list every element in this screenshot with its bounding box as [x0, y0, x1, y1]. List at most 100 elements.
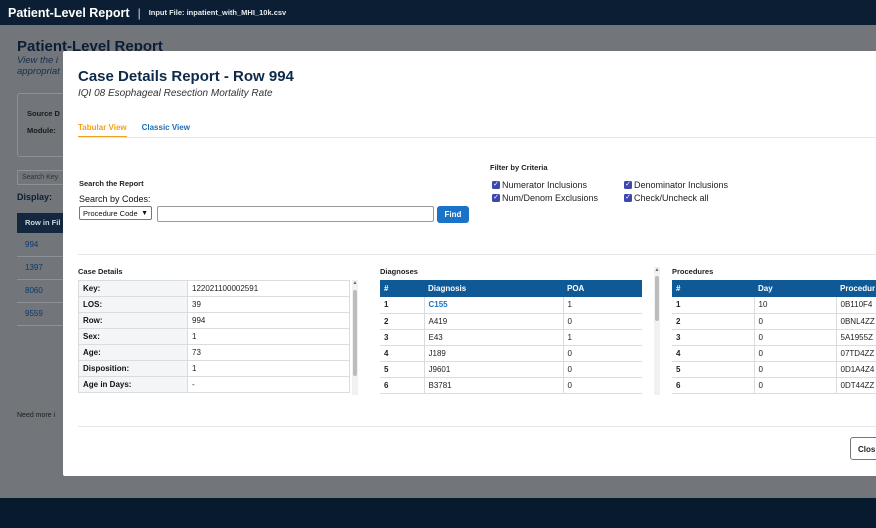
- checkbox-label: Check/Uncheck all: [634, 193, 709, 203]
- procedure-day: 10: [753, 297, 836, 314]
- column-header: Procedur: [836, 280, 876, 297]
- column-header: Diagnosis: [424, 280, 563, 297]
- chevron-down-icon: ▼: [141, 210, 148, 217]
- table-row: 4 J189 0: [380, 345, 642, 362]
- modal-subtitle: IQI 08 Esophageal Resection Mortality Ra…: [78, 88, 273, 99]
- case-details-scrollbar[interactable]: ▲: [352, 280, 358, 395]
- check-uncheck-all-checkbox[interactable]: ✓ Check/Uncheck all: [624, 193, 709, 203]
- case-value: 994: [187, 312, 350, 329]
- table-row: Age: 73: [78, 344, 350, 361]
- procedures-table: # Day Procedur 1 10 0B110F4 2 0 0BNL4ZZ 3 0 5A…: [672, 280, 876, 394]
- poa-value: 0: [562, 313, 642, 330]
- filter-heading: Filter by Criteria: [490, 163, 548, 172]
- poa-value: 1: [562, 329, 642, 346]
- table-row: Age in Days: -: [78, 376, 350, 393]
- checkbox-checked-icon: ✓: [492, 194, 500, 202]
- diagnoses-table: # Diagnosis POA 1 C155 1 2 A419 0 3 E43 1 4 J18…: [380, 280, 642, 394]
- search-code-input[interactable]: [157, 206, 434, 222]
- case-key: Sex:: [78, 328, 188, 345]
- code-type-select[interactable]: Procedure Code ▼: [79, 206, 152, 220]
- table-row: 2 A419 0: [380, 313, 642, 330]
- need-more-info: Need more i: [17, 412, 56, 419]
- checkbox-checked-icon: ✓: [492, 181, 500, 189]
- table-row[interactable]: 8060: [17, 280, 73, 303]
- checkbox-label: Numerator Inclusions: [502, 180, 588, 190]
- diagnoses-heading: Diagnoses: [380, 267, 418, 276]
- column-header: Day: [754, 280, 836, 297]
- procedure-day: 0: [753, 329, 836, 346]
- table-row[interactable]: 9559: [17, 303, 73, 326]
- denominator-inclusions-checkbox[interactable]: ✓ Denominator Inclusions: [624, 180, 728, 190]
- column-header: #: [380, 280, 424, 297]
- poa-value: 1: [562, 297, 642, 314]
- row-number: 6: [672, 377, 754, 394]
- page-subtitle-line: appropriat: [17, 66, 60, 77]
- case-key: Disposition:: [78, 360, 188, 377]
- procedure-day: 0: [753, 313, 836, 330]
- scroll-up-icon[interactable]: ▲: [352, 280, 358, 286]
- page-title: Patient-Level Report: [17, 38, 163, 55]
- diagnosis-code-link[interactable]: C155: [428, 300, 448, 310]
- find-button[interactable]: Find: [437, 206, 469, 223]
- scroll-thumb[interactable]: [655, 276, 659, 321]
- table-header: Row in Fil: [17, 213, 73, 233]
- section-divider: [78, 254, 876, 255]
- search-heading: Search the Report: [79, 179, 144, 188]
- table-row: 5 J9601 0: [380, 361, 642, 378]
- case-details-heading: Case Details: [78, 267, 123, 276]
- modal-title: Case Details Report - Row 994: [78, 68, 294, 85]
- table-row: Disposition: 1: [78, 360, 350, 377]
- tab-tabular-view[interactable]: Tabular View: [78, 123, 127, 138]
- close-button[interactable]: Clos: [850, 437, 876, 460]
- top-bar: Patient-Level Report | Input File: inpat…: [0, 0, 876, 25]
- display-label: Display:: [17, 192, 53, 202]
- case-value: 1: [187, 360, 350, 377]
- numerator-inclusions-checkbox[interactable]: ✓ Numerator Inclusions: [492, 180, 587, 190]
- case-value: 39: [187, 296, 350, 313]
- procedure-day: 0: [753, 361, 836, 378]
- column-header: #: [672, 280, 754, 297]
- diagnosis-code: J9601: [423, 361, 563, 378]
- procedure-code: 07TD4ZZ: [835, 345, 876, 362]
- row-number: 5: [380, 361, 424, 378]
- diagnosis-code[interactable]: C155: [423, 297, 563, 314]
- case-value: 122021100002591: [187, 280, 350, 297]
- case-key: Key:: [78, 280, 188, 297]
- table-row: 6 0 0DT44ZZ: [672, 377, 876, 394]
- table-row[interactable]: 1397: [17, 257, 73, 280]
- tab-classic-view[interactable]: Classic View: [141, 123, 190, 132]
- scroll-up-icon[interactable]: ▲: [654, 267, 660, 273]
- table-row[interactable]: 994: [17, 234, 73, 257]
- table-row: Sex: 1: [78, 328, 350, 345]
- scroll-thumb[interactable]: [353, 290, 357, 376]
- num-denom-exclusions-checkbox[interactable]: ✓ Num/Denom Exclusions: [492, 193, 598, 203]
- column-header: POA: [563, 280, 642, 297]
- diagnoses-scrollbar[interactable]: ▲: [654, 267, 660, 395]
- search-by-codes-label: Search by Codes:: [79, 194, 151, 204]
- code-type-value: Procedure Code: [83, 209, 138, 218]
- module-label: Module:: [27, 126, 56, 135]
- table-row: LOS: 39: [78, 296, 350, 313]
- table-row: 3 E43 1: [380, 329, 642, 346]
- view-tabs: Tabular View Classic View: [78, 123, 205, 138]
- table-row: 6 B3781 0: [380, 377, 642, 394]
- table-row: 1 C155 1: [380, 297, 642, 314]
- checkbox-label: Denominator Inclusions: [634, 180, 729, 190]
- row-number: 4: [672, 345, 754, 362]
- row-number: 3: [380, 329, 424, 346]
- procedure-code: 0D1A4Z4: [835, 361, 876, 378]
- case-details-table: Key: 122021100002591 LOS: 39 Row: 994 Sex: 1…: [78, 280, 350, 393]
- table-row: 4 0 07TD4ZZ: [672, 345, 876, 362]
- row-number: 3: [672, 329, 754, 346]
- row-number: 6: [380, 377, 424, 394]
- poa-value: 0: [562, 377, 642, 394]
- row-number: 2: [672, 313, 754, 330]
- row-number: 4: [380, 345, 424, 362]
- tabs-divider: [78, 137, 876, 138]
- diagnosis-code: A419: [423, 313, 563, 330]
- page-subtitle-line: View the i: [17, 55, 59, 66]
- case-value: 73: [187, 344, 350, 361]
- procedure-day: 0: [753, 345, 836, 362]
- checkbox-checked-icon: ✓: [624, 194, 632, 202]
- row-number: 5: [672, 361, 754, 378]
